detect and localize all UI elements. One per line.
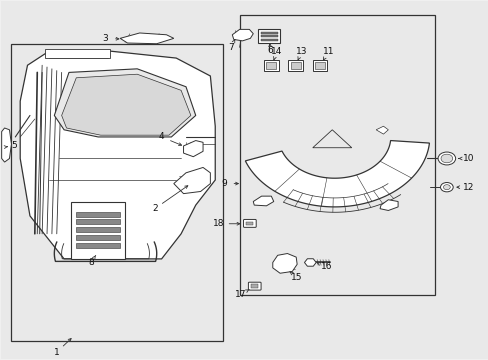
Polygon shape [120, 33, 173, 44]
Polygon shape [253, 196, 273, 206]
FancyBboxPatch shape [248, 282, 261, 290]
FancyBboxPatch shape [243, 220, 256, 227]
Text: 6: 6 [267, 46, 273, 55]
Text: 7: 7 [227, 43, 233, 52]
Text: 5: 5 [11, 141, 17, 150]
Bar [76, 212, 120, 217]
Bar [312, 60, 327, 71]
Text: 1: 1 [54, 348, 60, 357]
Polygon shape [1, 128, 11, 162]
Text: 14: 14 [270, 47, 282, 56]
Circle shape [440, 154, 452, 163]
Polygon shape [183, 140, 203, 157]
Bar [260, 39, 277, 41]
Bar [71, 202, 125, 259]
FancyBboxPatch shape [246, 222, 253, 225]
Text: 10: 10 [462, 154, 473, 163]
Circle shape [443, 185, 449, 190]
Polygon shape [232, 30, 253, 41]
Text: 16: 16 [320, 262, 331, 271]
Bar [260, 35, 277, 37]
Text: 12: 12 [462, 183, 473, 192]
Bar [315, 62, 325, 69]
Polygon shape [61, 74, 190, 135]
Polygon shape [379, 200, 397, 211]
Polygon shape [312, 130, 351, 148]
Text: 11: 11 [322, 47, 333, 56]
Text: 18: 18 [213, 219, 224, 228]
Text: 17: 17 [235, 289, 246, 298]
Bar [11, 44, 222, 341]
Bar [239, 15, 434, 295]
Circle shape [437, 152, 455, 165]
Bar [258, 30, 280, 43]
Text: 8: 8 [88, 258, 94, 267]
Text: 9: 9 [221, 179, 226, 188]
Bar [260, 32, 277, 34]
Text: 2: 2 [152, 204, 157, 213]
Text: 3: 3 [102, 34, 108, 43]
Bar [266, 62, 276, 69]
Bar [264, 60, 278, 71]
Bar [76, 220, 120, 225]
Polygon shape [375, 126, 387, 134]
Bar [76, 227, 120, 232]
Polygon shape [272, 253, 297, 273]
Text: 15: 15 [291, 273, 302, 282]
Text: 13: 13 [295, 47, 306, 56]
Text: 4: 4 [159, 132, 164, 141]
Polygon shape [304, 259, 316, 266]
Bar [76, 243, 120, 248]
FancyBboxPatch shape [251, 284, 258, 288]
Bar [288, 60, 303, 71]
Polygon shape [173, 167, 210, 194]
Bar [290, 62, 300, 69]
Polygon shape [54, 69, 195, 137]
Polygon shape [245, 140, 428, 207]
Bar [44, 49, 110, 58]
Bar [76, 235, 120, 240]
Polygon shape [20, 51, 215, 259]
Circle shape [440, 183, 452, 192]
